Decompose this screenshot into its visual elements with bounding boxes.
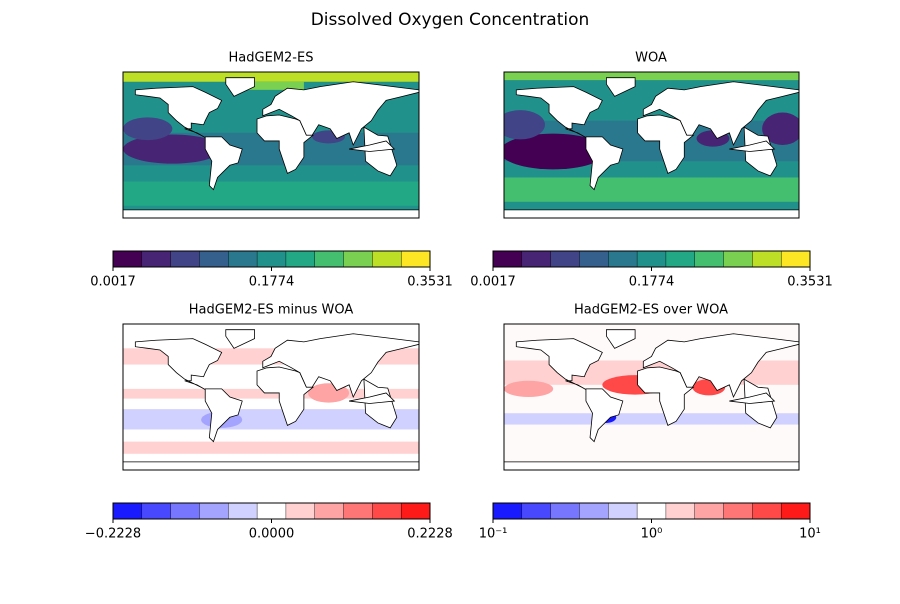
colorbar-segment [256,502,287,520]
colorbar-segment [372,502,402,520]
colorbar-tick-label: 0.0017 [90,275,136,290]
map-frame [503,71,800,219]
colorbar-segment [694,502,725,520]
colorbar-segment [343,502,373,520]
panel-title: HadGEM2-ES [229,51,314,66]
colorbar-segment [780,250,811,268]
map [504,324,799,470]
map [123,72,419,218]
colorbar-tick-label: 0.2228 [407,527,453,542]
colorbar-segment [723,250,753,268]
colorbar-tick-label: 10⁰ [641,527,663,542]
colorbar-segment [112,502,143,520]
colorbar-segment [550,250,580,268]
colorbar-tick-label: 0.1774 [629,275,675,290]
colorbar-segment [579,502,609,520]
colorbar-segment [665,502,696,520]
colorbar-segment [608,502,638,520]
colorbar-segment [199,502,229,520]
colorbar-tick-label: 10⁻¹ [479,527,508,542]
colorbar-segment [199,250,229,268]
colorbar-tick-label: 0.1774 [249,275,295,290]
colorbar-segment [579,250,609,268]
colorbar-tick-label: −0.2228 [85,527,141,542]
colorbar-segment [372,250,402,268]
colorbar-tick-label: 0.0017 [470,275,516,290]
colorbar-segment [636,250,667,268]
map-frame [122,323,420,471]
colorbar-tick-label: 10¹ [799,527,821,542]
panel-title: HadGEM2-ES over WOA [574,303,728,318]
colorbar-segment [400,502,431,520]
colorbar-segment [228,250,258,268]
colorbar-segment [752,250,782,268]
colorbar-segment [400,250,431,268]
colorbar-tick-label: 0.3531 [407,275,453,290]
colorbar-segment [492,502,523,520]
colorbar-segment [228,502,258,520]
colorbar-segment [141,502,172,520]
colorbar-segment [752,502,782,520]
colorbar-segment [521,502,552,520]
colorbar-segment [343,250,373,268]
colorbar-segment [665,250,696,268]
colorbar-segment [723,502,753,520]
colorbar-segment [636,502,667,520]
map [123,324,419,470]
colorbar-segment [170,502,200,520]
colorbar-tick-label: 0.0000 [249,527,295,542]
map [504,72,799,218]
colorbar-segment [694,250,725,268]
colorbar-segment [141,250,172,268]
panel-title: HadGEM2-ES minus WOA [189,303,354,318]
colorbar-segment [285,502,316,520]
colorbar-segment [521,250,552,268]
map-frame [122,71,420,219]
colorbar-tick-label: 0.3531 [787,275,833,290]
colorbar-segment [314,502,345,520]
colorbar-segment [608,250,638,268]
colorbar-segment [112,250,143,268]
colorbar-segment [170,250,200,268]
panel-title: WOA [635,51,667,66]
colorbar-segment [550,502,580,520]
figure-title: Dissolved Oxygen Concentration [311,10,590,30]
colorbar-segment [780,502,811,520]
colorbar-segment [314,250,345,268]
map-frame [503,323,800,471]
colorbar-segment [492,250,523,268]
colorbar-segment [256,250,287,268]
colorbar-segment [285,250,316,268]
